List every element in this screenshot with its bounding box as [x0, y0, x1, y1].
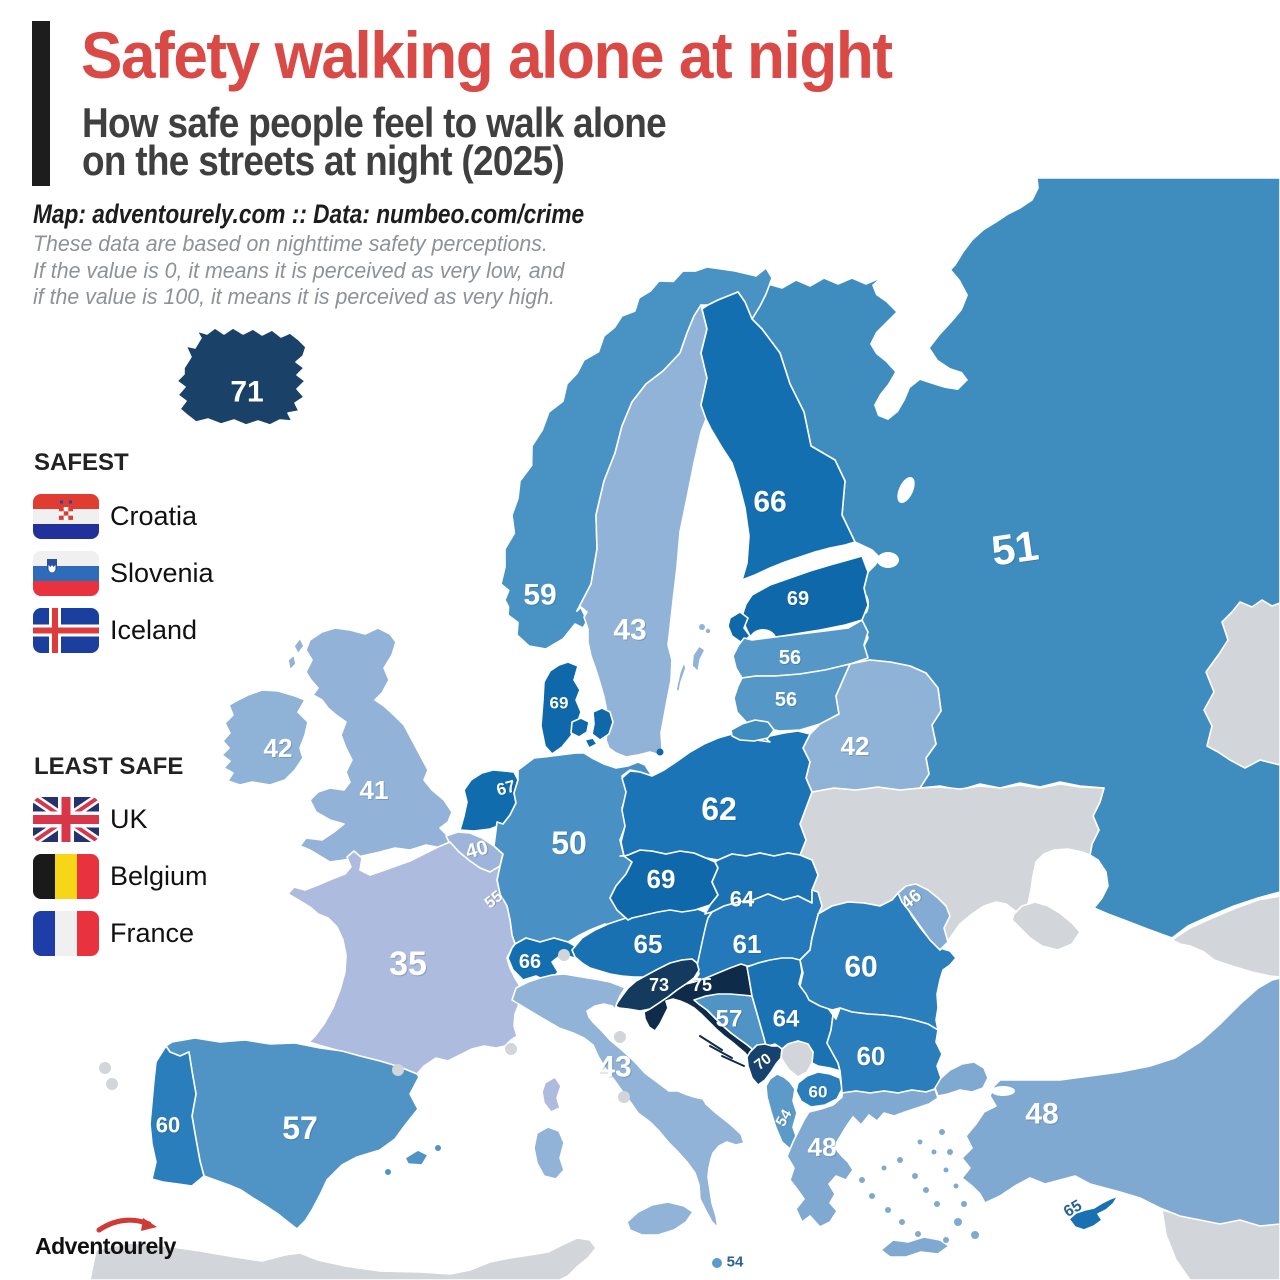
- svg-text:50: 50: [551, 825, 587, 861]
- svg-text:66: 66: [519, 951, 541, 973]
- svg-text:73: 73: [649, 975, 669, 995]
- svg-text:60: 60: [857, 1041, 886, 1071]
- svg-text:42: 42: [841, 731, 870, 761]
- svg-text:64: 64: [773, 1006, 800, 1033]
- svg-text:60: 60: [809, 1083, 828, 1102]
- svg-text:59: 59: [523, 579, 556, 612]
- svg-text:35: 35: [389, 945, 427, 983]
- svg-text:67: 67: [494, 776, 517, 799]
- svg-text:54: 54: [727, 1254, 744, 1271]
- svg-text:60: 60: [844, 951, 877, 984]
- svg-text:54: 54: [772, 1106, 795, 1130]
- svg-text:69: 69: [647, 864, 676, 894]
- svg-text:41: 41: [360, 775, 389, 805]
- svg-text:71: 71: [230, 376, 263, 409]
- svg-text:48: 48: [808, 1132, 837, 1162]
- svg-text:66: 66: [753, 486, 786, 519]
- svg-text:60: 60: [156, 1113, 180, 1138]
- svg-text:48: 48: [1025, 1098, 1058, 1131]
- svg-text:64: 64: [730, 887, 755, 912]
- svg-text:65: 65: [634, 929, 663, 959]
- svg-text:56: 56: [779, 647, 801, 669]
- svg-text:43: 43: [613, 614, 646, 647]
- svg-text:62: 62: [701, 791, 737, 827]
- svg-text:43: 43: [598, 1051, 631, 1084]
- svg-text:69: 69: [550, 694, 569, 713]
- svg-text:57: 57: [282, 1110, 318, 1146]
- svg-text:57: 57: [716, 1006, 743, 1033]
- svg-text:42: 42: [264, 733, 293, 763]
- svg-text:61: 61: [733, 929, 762, 959]
- svg-text:69: 69: [787, 588, 809, 610]
- svg-text:70: 70: [751, 1050, 775, 1074]
- svg-text:51: 51: [989, 521, 1042, 574]
- svg-text:56: 56: [775, 689, 797, 711]
- svg-text:65: 65: [1061, 1197, 1085, 1221]
- svg-text:75: 75: [692, 975, 712, 995]
